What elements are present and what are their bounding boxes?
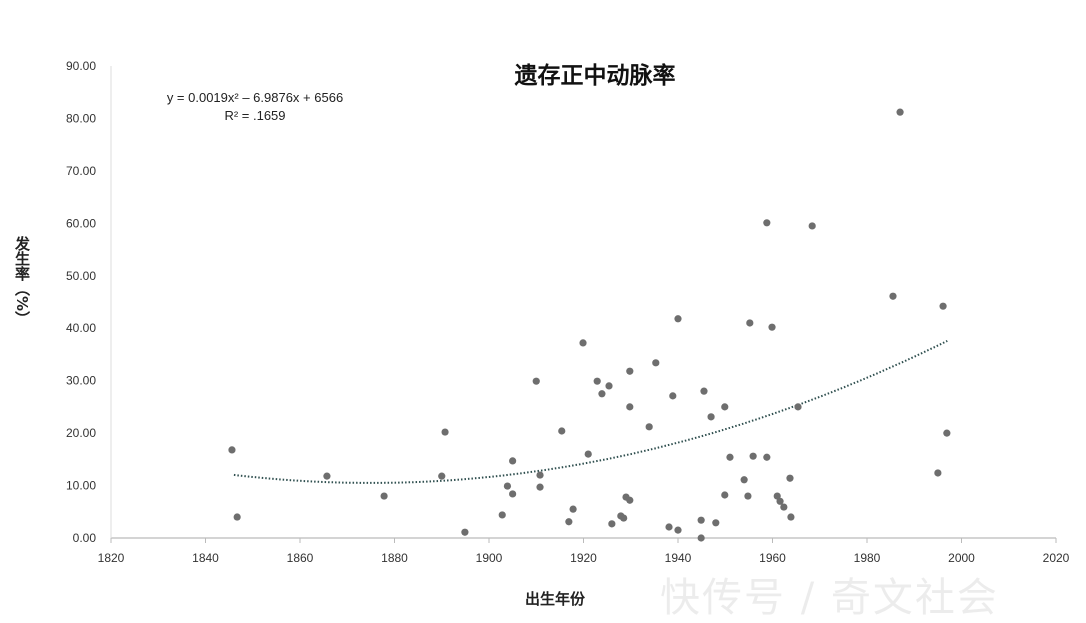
x-axis-label: 出生年份 [524,590,585,608]
data-point [626,367,634,375]
y-tick-label: 90.00 [66,59,96,73]
data-point [746,319,754,327]
chart-title: 遗存正中动脉率 [514,63,676,89]
data-point [536,483,544,491]
data-point [721,491,729,499]
data-point [768,323,776,331]
y-tick-label: 30.00 [66,374,96,388]
data-point [712,519,720,527]
data-point [503,482,512,490]
data-point [509,490,517,498]
data-point [645,423,653,431]
data-point [498,511,506,519]
data-point [669,392,677,400]
trendline-equation: y = 0.0019x² – 6.9876x + 6566 R² = .1659 [150,89,360,125]
equation-text: y = 0.0019x² – 6.9876x + 6566 [166,90,344,105]
data-point [584,450,592,458]
data-point [323,472,331,480]
data-point [674,315,682,323]
x-tick-label: 1960 [759,551,786,565]
data-point [707,413,715,421]
data-point [438,472,446,480]
data-point [441,428,449,436]
data-point [787,513,795,521]
data-point [626,403,634,411]
x-tick-label: 1980 [854,551,881,565]
x-tick-label: 1880 [381,551,408,565]
data-point [233,513,241,521]
data-point [620,514,628,522]
data-point [569,505,577,513]
data-point [934,469,942,477]
data-point [808,222,816,230]
x-tick-label: 1820 [98,551,125,565]
x-tick-label: 1900 [476,551,503,565]
x-tick-label: 1940 [665,551,692,565]
data-point [697,516,705,524]
y-tick-label: 40.00 [66,321,96,335]
data-point [509,457,517,465]
data-point [228,446,236,454]
data-point [721,403,729,411]
trendline [233,340,948,484]
y-tick-label: 70.00 [66,164,96,178]
data-point [889,292,897,300]
data-point [579,339,587,347]
data-point [665,523,673,531]
data-point [780,503,788,511]
y-tick-label: 10.00 [66,479,96,493]
data-point [943,429,951,437]
y-tick-label: 0.00 [73,531,97,545]
data-point [565,518,573,526]
data-point [536,471,544,479]
data-point [461,528,469,536]
x-tick-label: 2000 [948,551,975,565]
y-tick-label: 60.00 [66,216,96,230]
data-point [740,476,748,484]
data-point [763,219,771,227]
data-point [593,377,601,385]
y-tick-label: 20.00 [66,426,96,440]
data-point [794,403,802,411]
data-point [605,382,613,390]
data-point [674,526,682,534]
data-point [763,453,771,461]
data-point [380,492,388,500]
data-point [744,492,752,500]
data-point [786,474,794,482]
data-point [608,520,616,528]
data-point [598,390,606,398]
x-tick-label: 1920 [570,551,597,565]
data-point [700,387,708,395]
y-tick-label: 50.00 [66,269,96,283]
data-point [896,108,904,116]
data-point [532,377,540,385]
data-point [939,302,947,310]
data-point [652,359,660,367]
data-point [726,453,734,461]
watermark: 快传号 / 奇文社会 [660,575,999,621]
y-axis-label: 发生率（%） [13,236,31,327]
data-point [697,534,705,542]
x-tick-label: 1860 [287,551,314,565]
x-tick-label: 2020 [1043,551,1070,565]
data-point [626,496,634,504]
data-point [558,427,566,435]
data-point [749,452,757,460]
r-squared-text: R² = .1659 [224,108,286,123]
data-point [776,497,784,505]
x-tick-label: 1840 [192,551,219,565]
y-tick-label: 80.00 [66,111,96,125]
